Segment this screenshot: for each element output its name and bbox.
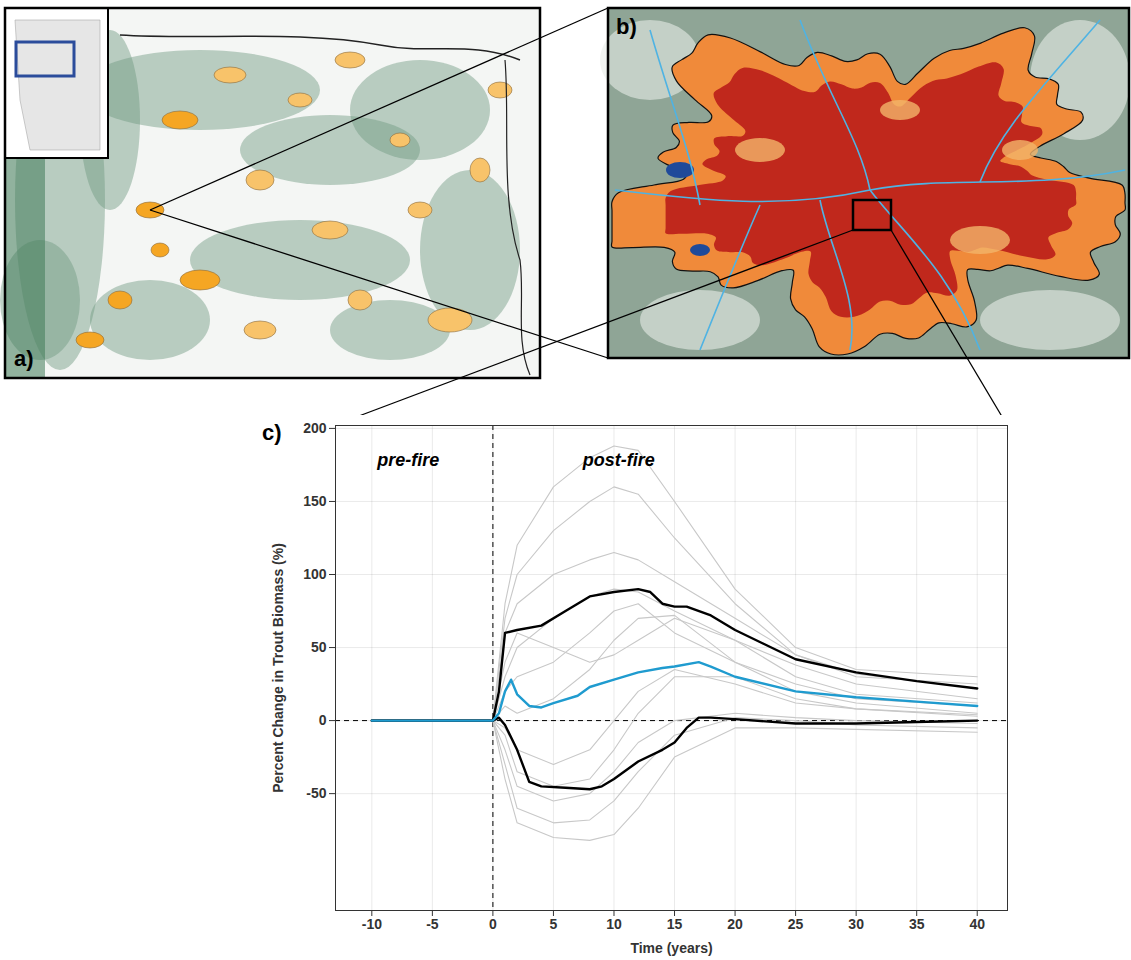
svg-text:-10: -10 xyxy=(362,916,382,932)
svg-text:10: 10 xyxy=(606,916,622,932)
svg-text:35: 35 xyxy=(909,916,925,932)
html-text:a): a) xyxy=(14,346,34,371)
svg-text:post-fire: post-fire xyxy=(582,450,655,470)
svg-text:40: 40 xyxy=(969,916,985,932)
svg-text:25: 25 xyxy=(788,916,804,932)
svg-text:200: 200 xyxy=(303,420,327,436)
svg-text:Time (years): Time (years) xyxy=(630,940,712,956)
svg-text:0: 0 xyxy=(489,916,497,932)
svg-text:15: 15 xyxy=(667,916,683,932)
svg-text:30: 30 xyxy=(848,916,864,932)
svg-text:-50: -50 xyxy=(306,785,326,801)
html-text:c): c) xyxy=(262,420,282,445)
html-text:b): b) xyxy=(616,14,637,39)
svg-text:20: 20 xyxy=(727,916,743,932)
svg-text:0: 0 xyxy=(319,712,327,728)
svg-text:150: 150 xyxy=(303,493,327,509)
svg-text:5: 5 xyxy=(550,916,558,932)
svg-text:Percent Change in Trout Biomas: Percent Change in Trout Biomass (%) xyxy=(270,543,286,793)
svg-text:pre-fire: pre-fire xyxy=(376,450,439,470)
svg-text:-5: -5 xyxy=(426,916,439,932)
svg-text:100: 100 xyxy=(303,566,327,582)
svg-text:50: 50 xyxy=(311,639,327,655)
